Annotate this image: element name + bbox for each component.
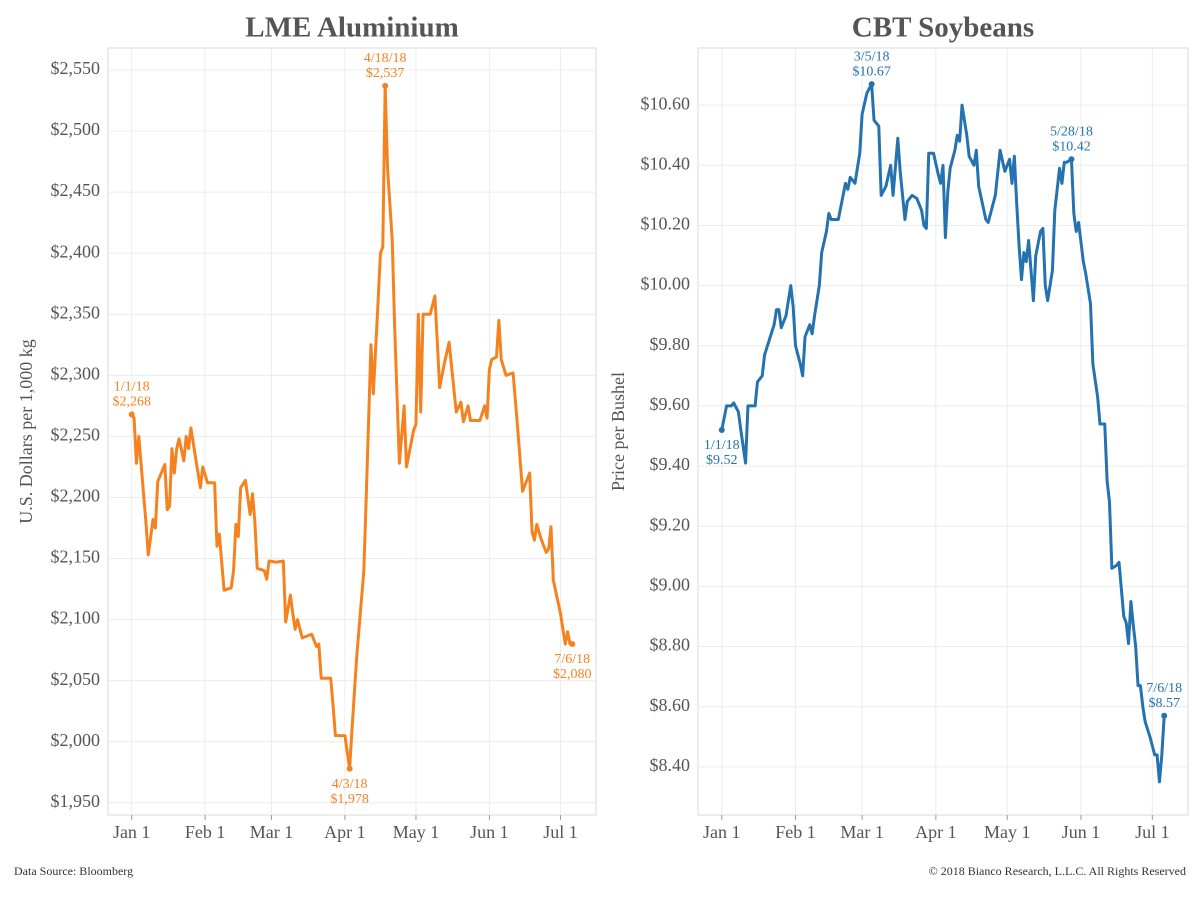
y-tick-label: $2,550	[51, 58, 101, 78]
annotation-label: 7/6/18	[1146, 681, 1182, 696]
annotation-dot	[1068, 156, 1075, 163]
annotation-label: $2,080	[553, 667, 592, 682]
plot-frame	[697, 47, 1189, 816]
y-tick-label: $2,350	[51, 302, 101, 322]
y-tick-label: $9.40	[650, 454, 691, 474]
annotation-label: 3/5/18	[854, 49, 890, 64]
annotation-label: $10.42	[1052, 140, 1091, 155]
price-line	[720, 82, 1166, 784]
source-note: Data Source: Bloomberg	[14, 864, 133, 878]
annotation-label: $9.52	[706, 453, 738, 468]
y-tick-label: $1,950	[51, 791, 101, 811]
y-tick-label: $2,150	[51, 547, 101, 567]
y-tick-label: $2,450	[51, 180, 101, 200]
y-axis-label: Price per Bushel	[608, 372, 628, 491]
price-line	[130, 84, 573, 771]
x-tick-label: May 1	[393, 822, 440, 842]
y-tick-label: $8.60	[650, 695, 691, 715]
y-tick-label: $2,000	[51, 730, 101, 750]
x-tick-label: Feb 1	[775, 822, 816, 842]
annotation-label: 5/28/18	[1050, 125, 1093, 140]
x-tick-label: Apr 1	[324, 822, 366, 842]
y-tick-label: $2,250	[51, 425, 101, 445]
y-tick-label: $9.80	[650, 334, 691, 354]
y-tick-label: $9.00	[650, 575, 691, 595]
y-tick-label: $2,300	[51, 363, 101, 383]
copyright: © 2018 Bianco Research, L.L.C. All Right…	[929, 864, 1186, 878]
y-axis-label: U.S. Dollars per 1,000 kg	[16, 339, 36, 523]
chart-title: LME Aluminium	[245, 12, 459, 44]
y-tick-label: $2,400	[51, 241, 101, 261]
annotation-dot	[382, 82, 389, 89]
y-tick-label: $10.20	[641, 214, 691, 234]
y-tick-label: $8.40	[650, 755, 691, 775]
y-tick-label: $2,050	[51, 669, 101, 689]
annotation-label: $1,978	[330, 792, 369, 807]
y-tick-label: $8.80	[650, 635, 691, 655]
x-tick-label: Mar 1	[840, 822, 884, 842]
x-tick-label: Jul 1	[1135, 822, 1170, 842]
x-tick-label: Jun 1	[470, 822, 509, 842]
y-tick-label: $2,100	[51, 608, 101, 628]
y-tick-label: $10.60	[641, 93, 691, 113]
annotation-label: $2,268	[112, 395, 151, 410]
annotation-dot	[569, 641, 576, 648]
annotation-dot	[1161, 712, 1168, 719]
annotation-label: 4/18/18	[364, 51, 407, 66]
y-tick-label: $9.20	[650, 514, 691, 534]
annotation-label: $10.67	[852, 64, 891, 79]
y-tick-label: $2,200	[51, 486, 101, 506]
annotation-label: 7/6/18	[554, 652, 590, 667]
x-tick-label: Jan 1	[703, 822, 741, 842]
y-tick-label: $9.60	[650, 394, 691, 414]
y-tick-label: $10.00	[641, 274, 691, 294]
x-tick-label: Mar 1	[250, 822, 294, 842]
y-tick-label: $2,500	[51, 119, 101, 139]
plot-frame	[107, 47, 597, 816]
annotation-dot	[346, 765, 353, 772]
annotation-label: 1/1/18	[114, 380, 150, 395]
x-tick-label: Apr 1	[915, 822, 957, 842]
x-tick-label: May 1	[984, 822, 1031, 842]
annotation-dot	[128, 411, 135, 418]
y-tick-label: $10.40	[641, 153, 691, 173]
chart-title: CBT Soybeans	[852, 12, 1034, 44]
x-tick-label: Jun 1	[1062, 822, 1101, 842]
x-tick-label: Jan 1	[113, 822, 151, 842]
x-tick-label: Feb 1	[185, 822, 226, 842]
x-tick-label: Jul 1	[543, 822, 578, 842]
annotation-dot	[868, 81, 875, 88]
annotation-label: $8.57	[1148, 696, 1180, 711]
annotation-label: $2,537	[366, 66, 405, 81]
annotation-label: 1/1/18	[704, 438, 740, 453]
annotation-label: 4/3/18	[332, 777, 368, 792]
annotation-dot	[718, 426, 725, 433]
